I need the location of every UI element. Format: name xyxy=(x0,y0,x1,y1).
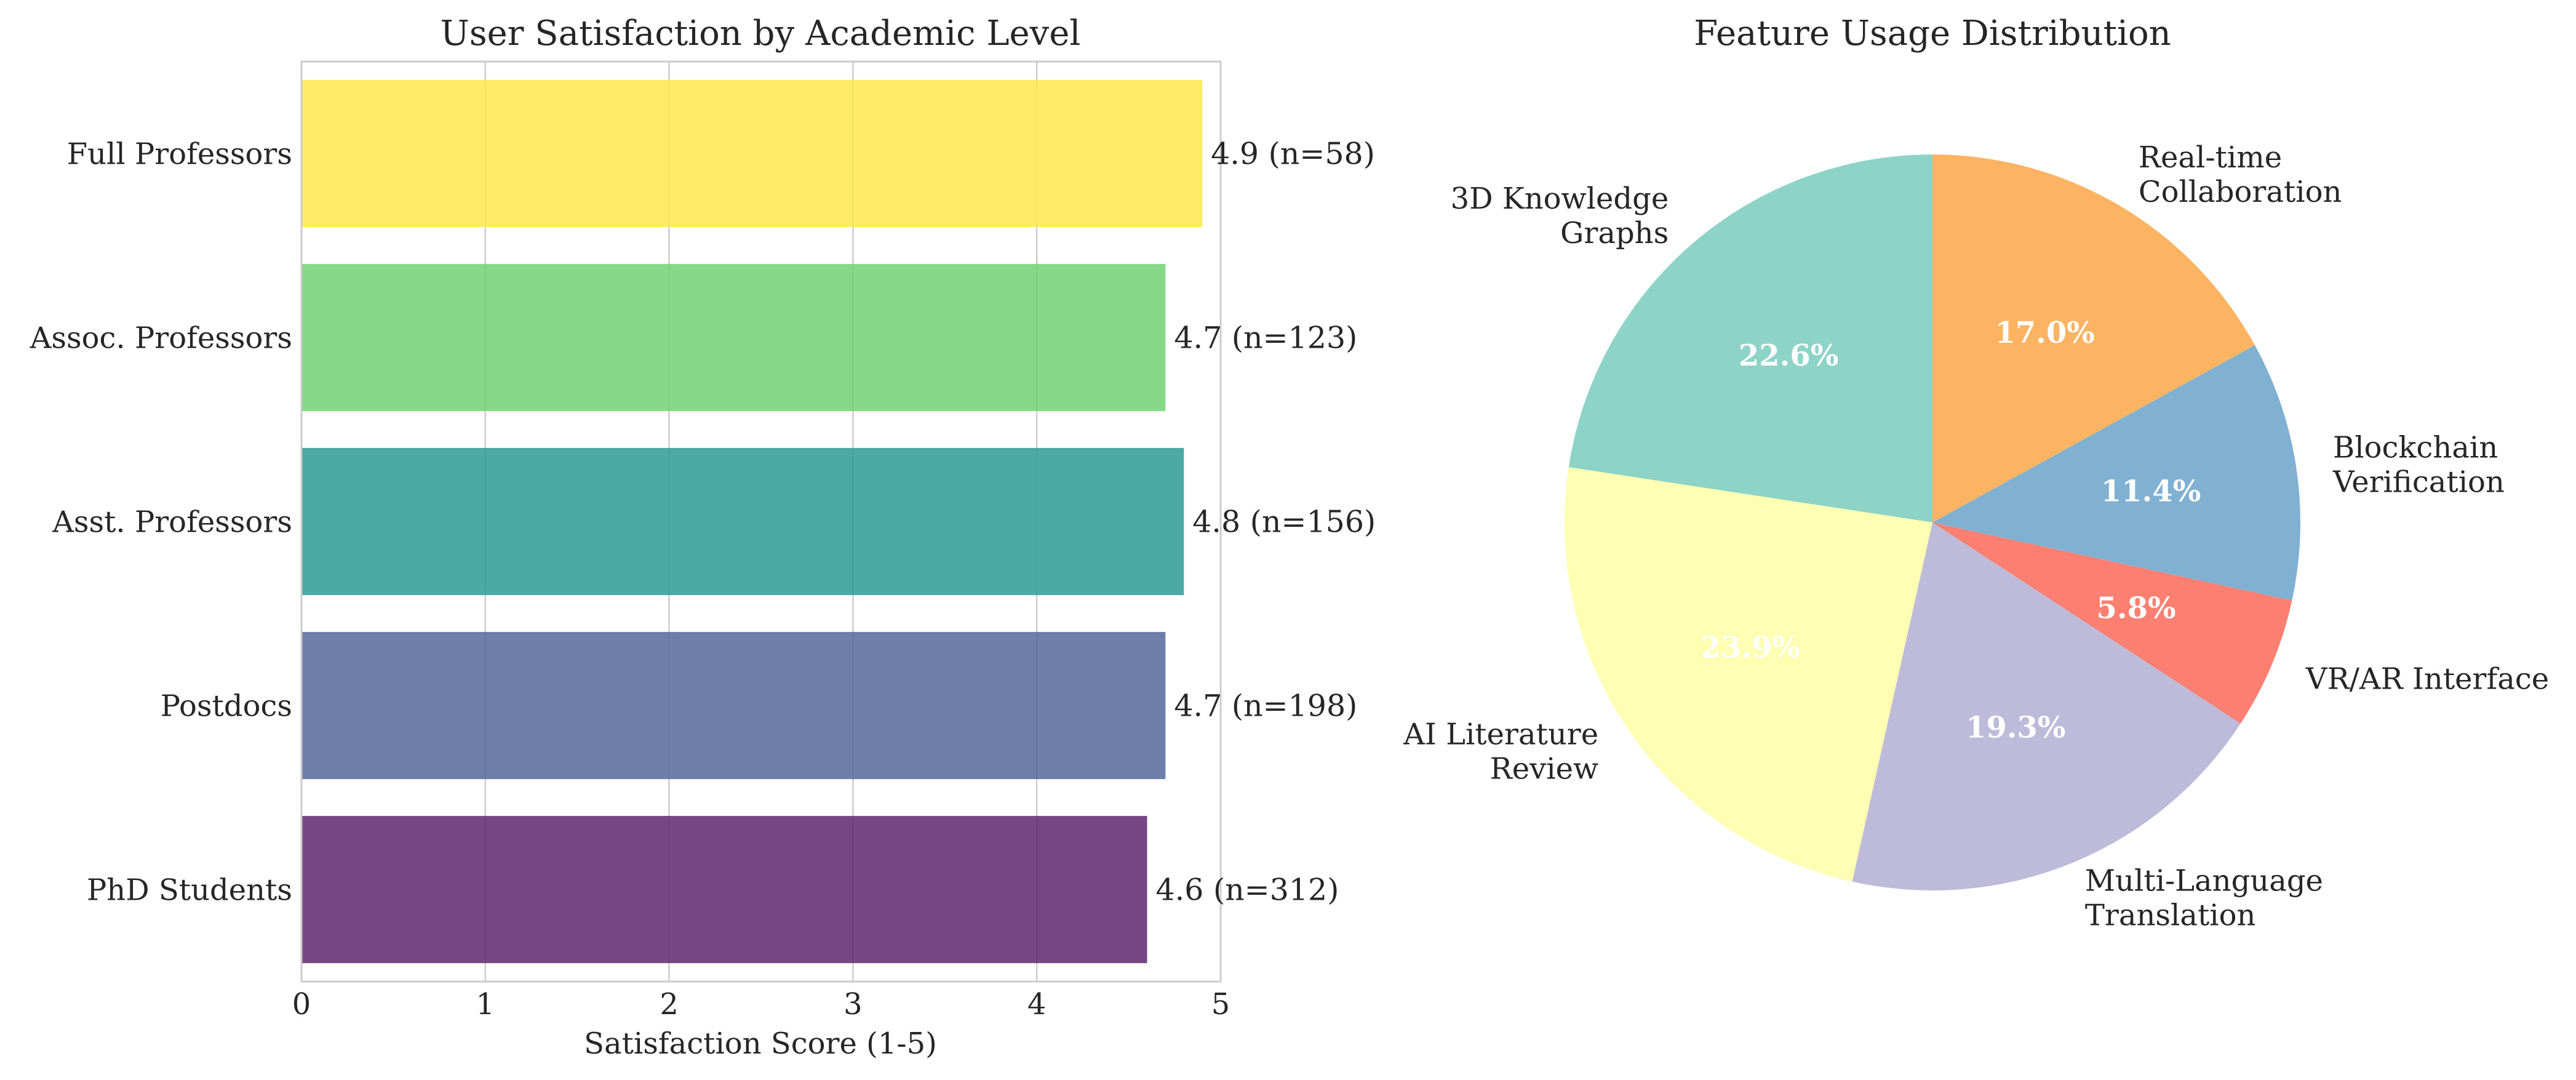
pie-chart: Feature Usage Distribution 22.6% 23.9% 19.… xyxy=(1403,14,2549,932)
bar-data-label: 4.9 (n=58) xyxy=(1211,137,1375,172)
pie-chart-slice-labels: 3D Knowledge Graphs AI Literature Review Mul… xyxy=(1403,140,2549,932)
pie-percent-label: 19.3% xyxy=(1966,710,2066,745)
bar-asst-professors xyxy=(301,447,1184,596)
pie-percent-label: 23.9% xyxy=(1701,631,1801,665)
bar-chart-bars xyxy=(301,79,1203,964)
x-tick-label: 1 xyxy=(476,987,495,1022)
bar-phd-students xyxy=(301,815,1147,964)
x-tick-label: 0 xyxy=(292,987,311,1022)
x-tick-label: 3 xyxy=(843,987,863,1022)
y-tick-label: Full Professors xyxy=(67,137,292,172)
pie-percent-label: 22.6% xyxy=(1739,338,1839,373)
bar-data-label: 4.7 (n=198) xyxy=(1174,689,1357,724)
pie-slice-label: AI Literature Review xyxy=(1403,717,1598,786)
pie-slice-label: 3D Knowledge Graphs xyxy=(1451,182,1669,250)
y-tick-label: Assoc. Professors xyxy=(30,321,292,356)
bar-postdocs xyxy=(301,631,1166,780)
pie-slice-label: Real-time Collaboration xyxy=(2139,140,2342,209)
pie-chart-percent-labels: 22.6% 23.9% 19.3% 5.8% 11.4% 17.0% xyxy=(1701,316,2201,745)
x-tick-label: 4 xyxy=(1027,987,1047,1022)
x-tick-label: 2 xyxy=(660,987,679,1022)
bar-chart-ticks: 0 1 2 3 4 5 PhD Students Postdocs Asst. Professo… xyxy=(30,137,1230,1022)
bar-data-label: 4.6 (n=312) xyxy=(1155,873,1339,908)
y-tick-label: PhD Students xyxy=(87,873,292,908)
pie-percent-label: 5.8% xyxy=(2096,591,2175,625)
bar-chart-data-labels: 4.6 (n=312) 4.7 (n=198) 4.8 (n=156) 4.7 (n=… xyxy=(1155,137,1376,908)
pie-slice-blockchain-verification xyxy=(1932,345,2300,601)
bar-chart: User Satisfaction by Academic Level 0 1 2 3… xyxy=(30,14,1376,1061)
pie-chart-title: Feature Usage Distribution xyxy=(1694,14,2171,54)
y-tick-label: Postdocs xyxy=(161,689,292,724)
pie-chart-slices xyxy=(1565,154,2300,890)
pie-slice-multi-language-translation xyxy=(1852,522,2241,890)
pie-percent-label: 17.0% xyxy=(1995,316,2095,350)
pie-slice-label: Multi-Language Translation xyxy=(2085,863,2323,932)
pie-slice-real-time-collaboration xyxy=(1932,154,2255,522)
y-tick-label: Asst. Professors xyxy=(52,505,292,540)
bar-chart-x-axis-label: Satisfaction Score (1-5) xyxy=(584,1026,937,1061)
bar-data-label: 4.8 (n=156) xyxy=(1192,505,1376,540)
pie-slice-ai-literature-review xyxy=(1565,467,1932,882)
pie-slice-label: VR/AR Interface xyxy=(2305,662,2549,697)
bar-full-professors xyxy=(301,79,1203,228)
pie-slice-label: Blockchain Verification xyxy=(2332,430,2505,499)
bar-chart-title: User Satisfaction by Academic Level xyxy=(441,14,1081,54)
bar-data-label: 4.7 (n=123) xyxy=(1174,321,1357,356)
pie-percent-label: 11.4% xyxy=(2101,474,2201,508)
x-tick-label: 5 xyxy=(1211,987,1230,1022)
bar-chart-plot-frame xyxy=(300,60,1222,983)
bar-assoc-professors xyxy=(301,263,1166,412)
pie-slice-vr-ar-interface xyxy=(1932,522,2292,724)
pie-slice-3d-knowledge-graphs xyxy=(1568,154,1932,522)
